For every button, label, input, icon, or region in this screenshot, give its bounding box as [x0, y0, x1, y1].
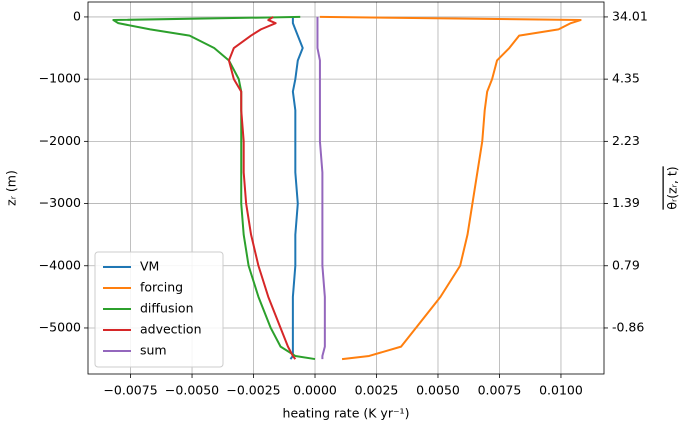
legend-label: diffusion	[140, 301, 194, 316]
y2-tick-label: 2.23	[612, 133, 640, 148]
y-tick-label: −5000	[39, 319, 81, 334]
y-tick-label: −2000	[39, 133, 81, 148]
series-line	[319, 15, 582, 361]
y-tick-label: −4000	[39, 257, 81, 272]
y-tick-label: −1000	[39, 71, 81, 86]
x-tick-label: −0.0075	[103, 383, 157, 398]
series-line	[289, 16, 304, 360]
y-axis-label: zᵣ (m)	[4, 170, 19, 206]
series-line	[316, 16, 326, 360]
x-tick-label: 0.0025	[355, 383, 399, 398]
x-tick-label: 0.0075	[478, 383, 522, 398]
y2-tick-label: 4.35	[612, 71, 640, 86]
series-line	[227, 16, 297, 360]
y2-tick-label: -0.86	[612, 319, 644, 334]
plot-frame	[87, 1, 605, 375]
y2-tick-label: 34.01	[612, 8, 648, 23]
y2-tick-label: 0.79	[612, 257, 640, 272]
legend-box	[94, 251, 224, 368]
legend-label: advection	[140, 322, 202, 337]
x-tick-label: 0.0050	[416, 383, 460, 398]
legend-label: forcing	[140, 280, 183, 295]
legend-label: sum	[140, 343, 167, 358]
x-tick-label: −0.0050	[165, 383, 219, 398]
x-axis-label: heating rate (K yr⁻¹)	[283, 406, 410, 421]
series-line	[112, 15, 316, 361]
x-tick-label: 0.0000	[293, 383, 337, 398]
x-tick-label: −0.0025	[226, 383, 280, 398]
legend-label: VM	[140, 259, 159, 274]
y2-axis-label: θᵣ(zᵣ, t)	[665, 166, 680, 209]
y2-tick-label: 1.39	[612, 195, 640, 210]
y-tick-label: −3000	[39, 195, 81, 210]
y-tick-label: 0	[73, 8, 81, 23]
x-tick-label: 0.0100	[539, 383, 583, 398]
